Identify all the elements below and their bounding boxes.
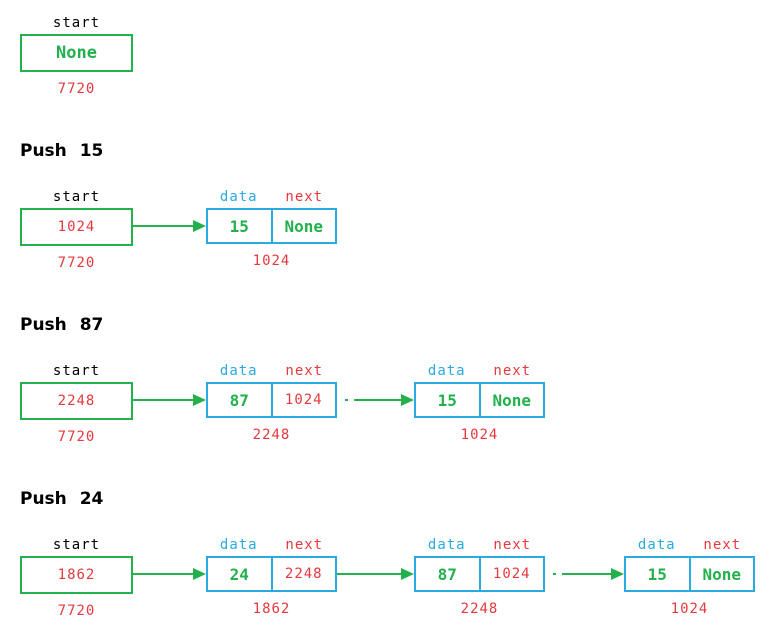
start-value: 1024: [57, 219, 96, 235]
node-headers: data next: [624, 534, 755, 556]
node-address: 1024: [252, 253, 291, 269]
next-header: next: [285, 363, 324, 379]
start-label: start: [52, 189, 101, 205]
pointer-arrow: [545, 556, 624, 592]
node-headers: data next: [414, 534, 545, 556]
section-heading: Push 15: [20, 141, 104, 161]
node-box: 15 None: [624, 556, 755, 592]
node-headers: data next: [206, 360, 337, 382]
node-address: 1862: [252, 601, 291, 617]
node-box: 87 1024: [414, 556, 545, 592]
node-address: 1024: [670, 601, 709, 617]
node-headers: data next: [414, 360, 545, 382]
start-label: start: [52, 15, 101, 31]
start-value: 2248: [57, 393, 96, 409]
next-header: next: [703, 537, 742, 553]
start-address: 7720: [57, 429, 96, 445]
section-heading: Push 87: [20, 315, 104, 335]
pointer-arrow: [337, 556, 414, 592]
data-header: data: [219, 363, 258, 379]
start-pointer: start None 7720: [20, 12, 133, 97]
start-box: None: [20, 34, 133, 72]
section-heading: Push 24: [20, 489, 104, 509]
node: data next 87 1024 2248: [206, 360, 337, 443]
section-push-87: Push 87 start 2248 7720 data next 87 102…: [20, 314, 774, 445]
section-push-24: Push 24 start 1862 7720 data next 24 224…: [20, 488, 774, 619]
arrow-head-icon: [193, 220, 206, 232]
start-pointer: start 1862 7720: [20, 534, 133, 619]
start-address: 7720: [57, 603, 96, 619]
next-header: next: [493, 537, 532, 553]
start-value: None: [56, 43, 97, 63]
start-value: 1862: [57, 567, 96, 583]
arrow-line: [133, 225, 193, 227]
start-address: 7720: [57, 81, 96, 97]
arrow-line: [337, 573, 401, 575]
data-header: data: [637, 537, 676, 553]
start-box: 1024: [20, 208, 133, 246]
start-pointer: start 2248 7720: [20, 360, 133, 445]
pointer-arrow: [133, 208, 206, 244]
start-label: start: [52, 363, 101, 379]
node-next-value: None: [284, 216, 324, 236]
data-header: data: [427, 363, 466, 379]
data-header: data: [427, 537, 466, 553]
pointer-arrow: [133, 556, 206, 592]
next-header: next: [493, 363, 532, 379]
node: data next 15 None 1024: [206, 186, 337, 269]
start-pointer: start 1024 7720: [20, 186, 133, 271]
pointer-arrow: [337, 382, 414, 418]
node-data-value: 24: [208, 558, 273, 590]
node-data-value: 15: [626, 558, 691, 590]
arrow-head-icon: [401, 568, 414, 580]
node-next-value: 1024: [284, 392, 323, 408]
start-label: start: [52, 537, 101, 553]
start-address: 7720: [57, 255, 96, 271]
next-header: next: [285, 537, 324, 553]
node-address: 2248: [460, 601, 499, 617]
node: data next 15 None 1024: [624, 534, 755, 617]
section-initial: start None 7720: [20, 12, 774, 97]
node-data-value: 87: [416, 558, 481, 590]
arrow-head-icon: [401, 394, 414, 406]
arrow-line: [133, 573, 193, 575]
node-box: 15 None: [414, 382, 545, 418]
node-data-value: 87: [208, 384, 273, 416]
node-address: 2248: [252, 427, 291, 443]
section-push-15: Push 15 start 1024 7720 data next 15 Non…: [20, 140, 774, 271]
arrow-head-icon: [193, 394, 206, 406]
node: data next 15 None 1024: [414, 360, 545, 443]
node: data next 24 2248 1862: [206, 534, 337, 617]
node-box: 87 1024: [206, 382, 337, 418]
node-headers: data next: [206, 534, 337, 556]
node-next-value: None: [492, 390, 532, 410]
node-next-value: None: [702, 564, 742, 584]
start-box: 1862: [20, 556, 133, 594]
arrow-dot: [345, 399, 348, 401]
node-next-value: 1024: [492, 566, 531, 582]
node-box: 24 2248: [206, 556, 337, 592]
node-box: 15 None: [206, 208, 337, 244]
node-next-value: 2248: [284, 566, 323, 582]
start-box: 2248: [20, 382, 133, 420]
node-headers: data next: [206, 186, 337, 208]
node-data-value: 15: [208, 210, 273, 242]
arrow-dot: [553, 573, 556, 575]
pointer-arrow: [133, 382, 206, 418]
arrow-head-icon: [611, 568, 624, 580]
arrow-line: [562, 573, 611, 575]
node-address: 1024: [460, 427, 499, 443]
node: data next 87 1024 2248: [414, 534, 545, 617]
arrow-line: [354, 399, 401, 401]
data-header: data: [219, 537, 258, 553]
next-header: next: [285, 189, 324, 205]
node-data-value: 15: [416, 384, 481, 416]
data-header: data: [219, 189, 258, 205]
arrow-head-icon: [193, 568, 206, 580]
arrow-line: [133, 399, 193, 401]
